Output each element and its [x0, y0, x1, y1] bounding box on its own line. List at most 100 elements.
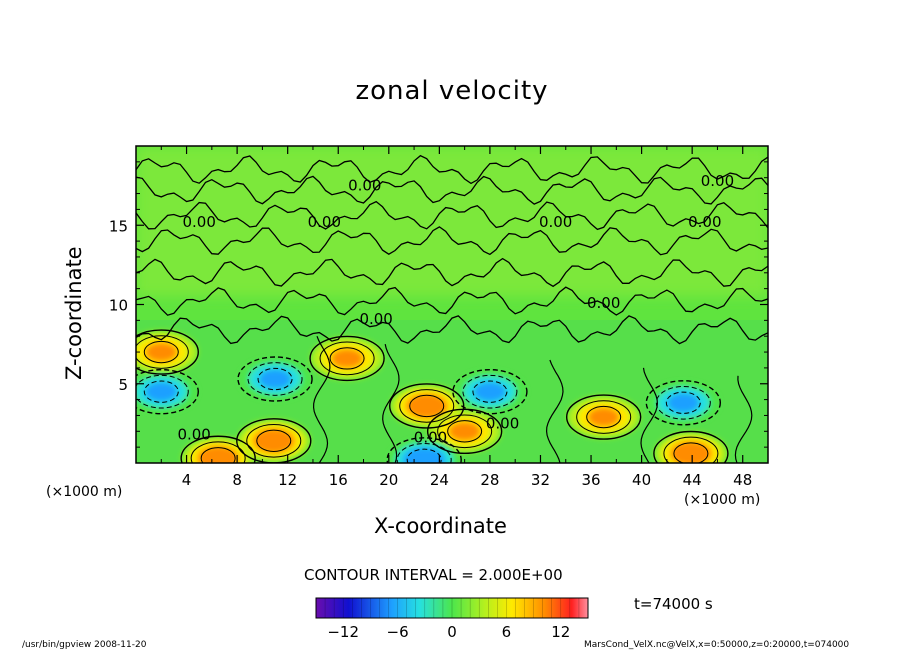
colorbar-tick-label: 12 — [551, 623, 570, 641]
feature-fill — [448, 421, 481, 441]
feature-contours — [452, 368, 528, 415]
zero-contour — [136, 286, 768, 316]
x-tick-label: 28 — [480, 471, 499, 489]
x-tick-label: 16 — [329, 471, 348, 489]
contour-line — [406, 448, 442, 463]
x-tick-label: 40 — [632, 471, 651, 489]
contour-line — [655, 385, 711, 420]
x-tick-label: 24 — [430, 471, 449, 489]
footer-right: MarsCond_VelX.nc@VelX,x=0:50000,z=0:2000… — [584, 640, 850, 650]
x-tick-label: 4 — [182, 471, 192, 489]
contour-line — [663, 436, 719, 463]
contour-line — [143, 380, 179, 403]
contour-line — [645, 380, 722, 426]
feature-fill — [667, 393, 700, 413]
feature-fill — [410, 451, 438, 463]
y-tick-label: 5 — [118, 376, 128, 394]
x-axis-label: X-coordinate — [374, 514, 507, 538]
zero-contour — [136, 257, 768, 288]
zero-contour — [734, 375, 753, 463]
x-tick-label: 48 — [733, 471, 752, 489]
y-tick-label: 15 — [109, 217, 128, 235]
contour-line — [576, 400, 632, 434]
colorbar — [316, 598, 588, 618]
upper-field — [136, 146, 768, 296]
chart-title: zonal velocity — [355, 76, 549, 106]
feature-fill — [473, 382, 506, 402]
contour-line — [136, 368, 199, 415]
contour-line — [329, 347, 365, 370]
contour-label: 0.00 — [539, 213, 572, 231]
x-unit-left: (×1000 m) — [46, 484, 123, 500]
feature-fill — [413, 397, 441, 415]
contour-line — [190, 441, 246, 463]
zero-contour — [136, 175, 768, 205]
x-tick-label: 32 — [531, 471, 550, 489]
zero-contour — [382, 343, 400, 463]
contour-label: 0.00 — [348, 177, 381, 195]
contour-line — [673, 442, 709, 463]
contour-line — [409, 394, 445, 418]
feature-contours — [645, 380, 722, 426]
feature-contours — [237, 356, 313, 402]
zero-contour — [640, 367, 659, 463]
colorbar-tick-label: 6 — [502, 623, 512, 641]
contour-line — [389, 383, 465, 429]
contour-line — [200, 447, 236, 463]
contour-line — [665, 391, 701, 414]
contour-label: 0.00 — [414, 429, 447, 447]
feature-fill — [145, 382, 178, 402]
contour-line — [136, 374, 189, 409]
feature-contours — [389, 383, 465, 429]
feature-fill — [259, 369, 292, 389]
contour-line — [136, 329, 199, 375]
colorbar-frame — [315, 597, 589, 619]
contour-line — [437, 414, 493, 449]
colorbar-tick-label: 0 — [447, 623, 457, 641]
contour-line — [257, 367, 293, 391]
contour-label: 0.00 — [701, 172, 734, 190]
colorbar-tick-label: −6 — [387, 623, 409, 641]
feature-contours — [136, 368, 199, 415]
contour-label: 0.00 — [587, 294, 620, 312]
feature-contours — [180, 435, 256, 463]
feature-fill — [145, 342, 178, 362]
contour-label: 0.00 — [308, 213, 341, 231]
contour-label: 0.00 — [486, 414, 519, 432]
contour-line — [247, 362, 303, 396]
contour-line — [246, 423, 302, 458]
x-tick-label: 20 — [379, 471, 398, 489]
contour-line — [472, 380, 508, 403]
x-tick-label: 12 — [278, 471, 297, 489]
x-tick-label: 8 — [232, 471, 242, 489]
zero-contour — [312, 335, 331, 463]
contour-line — [319, 341, 375, 376]
time-label: t=74000 s — [634, 595, 713, 613]
feature-contours — [136, 329, 199, 375]
contour-line — [386, 437, 462, 463]
feature-contours — [565, 394, 642, 440]
feature-fill — [260, 432, 288, 450]
zero-contour — [136, 154, 768, 185]
contour-line — [565, 394, 642, 440]
feature-fill — [677, 445, 705, 462]
contour-line — [462, 374, 518, 409]
x-tick-label: 44 — [683, 471, 702, 489]
zero-contour — [136, 315, 768, 345]
x-tick-label: 36 — [581, 471, 600, 489]
contour-label: 0.00 — [688, 213, 721, 231]
zero-contour — [136, 226, 768, 256]
contour-line — [309, 335, 385, 382]
contour-interval-label: CONTOUR INTERVAL = 2.000E+00 — [304, 566, 563, 584]
x-unit-right: (×1000 m) — [684, 492, 761, 508]
contour-line — [452, 368, 528, 415]
feature-fill — [587, 407, 620, 427]
contour-label: 0.00 — [359, 310, 392, 328]
contour-line — [586, 405, 622, 429]
feature-contours — [653, 430, 729, 463]
contour-line — [143, 340, 179, 364]
plot-area: 0.00 0.00 0.00 0.00 0.00 0.00 0.00 0.00 0.00 0.00… — [136, 146, 768, 463]
zero-contour — [136, 200, 768, 231]
contour-line — [653, 430, 729, 463]
